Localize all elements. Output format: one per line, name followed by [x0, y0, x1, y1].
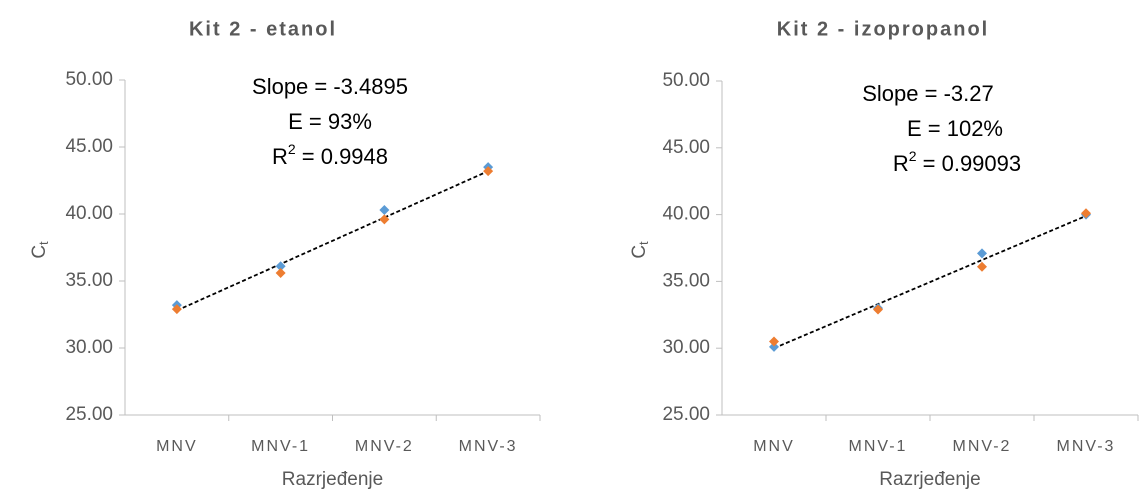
x-tick-label: MNV	[156, 438, 198, 455]
y-tick-label: 45.00	[662, 137, 710, 158]
point	[769, 341, 779, 352]
trendline	[176, 170, 489, 312]
x-tick-label: MNV	[753, 438, 795, 455]
point	[275, 261, 286, 272]
x-tick-label: MNV-2	[355, 438, 414, 455]
y-tick-label: 35.00	[662, 270, 710, 291]
y-axis-label: Ct	[629, 241, 651, 259]
y-tick-label: 50.00	[662, 70, 710, 91]
point	[483, 166, 494, 177]
r2-sup: 2	[909, 148, 917, 164]
r2-sup: 2	[288, 141, 296, 157]
chart-title: Kit 2 - etanol	[189, 18, 337, 40]
point	[873, 304, 883, 315]
y-tick-label: 30.00	[662, 337, 710, 358]
annotation-r2: R2 = 0.9948	[272, 141, 388, 169]
r2-main: R	[272, 144, 288, 169]
y-tick-label: 30.00	[65, 337, 113, 358]
trendline	[773, 215, 1087, 350]
r2-rest: = 0.9948	[296, 144, 388, 169]
point	[977, 261, 987, 272]
y-tick-label: 40.00	[65, 203, 113, 224]
point	[171, 304, 182, 315]
x-tick-label: MNV-1	[849, 438, 908, 455]
y-label-sub: t	[36, 241, 51, 245]
y-tick-label: 40.00	[662, 204, 710, 225]
annotation-efficiency: E = 93%	[288, 109, 372, 134]
y-tick-label: 25.00	[662, 404, 710, 425]
x-tick-label: MNV-3	[459, 438, 518, 455]
point	[1081, 208, 1091, 219]
x-tick-label: MNV-1	[251, 438, 310, 455]
x-tick-label: MNV-3	[1057, 438, 1116, 455]
r2-main: R	[893, 151, 909, 176]
point	[379, 214, 390, 225]
annotation-r2: R2 = 0.99093	[893, 148, 1021, 176]
chart: Kit 2 - etanol 25.00 30.00 35.00 40.00 45.00 5…	[29, 18, 541, 490]
y-tick-label: 25.00	[65, 404, 113, 425]
y-axis-label: Ct	[29, 241, 51, 259]
chart: Kit 2 - izopropanol 25.00 30.00 35.00 40.00 4…	[629, 18, 1139, 490]
r2-rest: = 0.99093	[917, 151, 1022, 176]
chart-title: Kit 2 - izopropanol	[777, 18, 989, 40]
x-tick-label: MNV-2	[953, 438, 1012, 455]
y-label-main: C	[629, 245, 650, 259]
x-axis-label: Razrjeđenje	[879, 469, 980, 490]
point	[379, 204, 390, 215]
annotation-efficiency: E = 102%	[907, 116, 1003, 141]
y-tick-label: 50.00	[65, 69, 113, 90]
y-tick-label: 35.00	[65, 270, 113, 291]
point	[275, 267, 286, 278]
annotation-slope: Slope = -3.4895	[252, 74, 408, 99]
point	[769, 336, 779, 347]
y-tick-label: 45.00	[65, 136, 113, 157]
y-label-main: C	[29, 245, 50, 259]
annotation-slope: Slope = -3.27	[862, 81, 993, 106]
y-label-sub: t	[636, 241, 651, 245]
x-axis-label: Razrjeđenje	[282, 469, 383, 490]
point	[977, 248, 987, 259]
